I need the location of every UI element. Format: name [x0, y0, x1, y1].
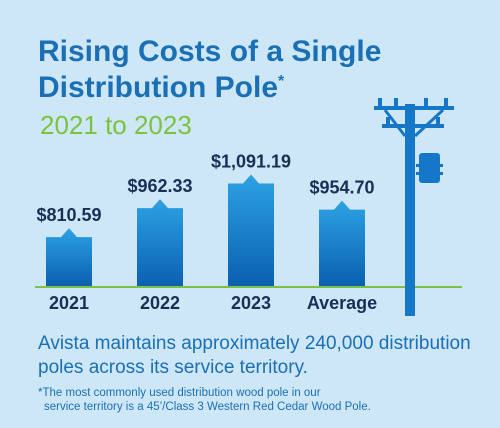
title-asterisk: *: [278, 73, 285, 90]
chart-title: Rising Costs of a Single Distribution Po…: [38, 34, 458, 106]
footnote-line-2: service territory is a 45’/Class 3 Weste…: [44, 401, 371, 413]
bar-2023: [228, 174, 274, 287]
data-label-2023: $1,091.19: [211, 152, 291, 172]
chart-title-text: Rising Costs of a Single Distribution Po…: [38, 35, 382, 104]
bar-chart: $810.59 2021 $962.33 2022 $1,091.19 2023 $954.…: [35, 98, 462, 316]
bar-2021: [46, 228, 92, 287]
data-label-2022: $962.33: [127, 176, 192, 196]
bar-2022: [137, 199, 183, 287]
category-label-2023: 2023: [231, 293, 271, 313]
category-label-2022: 2022: [140, 293, 180, 313]
bar-average: [319, 200, 365, 287]
chart-subtitle: 2021 to 2023: [40, 110, 192, 140]
bar-group: $810.59 2021 $962.33 2022 $1,091.19 2023 $954.…: [36, 152, 377, 313]
category-label-2021: 2021: [49, 293, 89, 313]
category-label-average: Average: [307, 293, 377, 313]
footnote: *The most commonly used distribution woo…: [38, 386, 488, 414]
data-label-average: $954.70: [309, 178, 374, 198]
footnote-line-1: *The most commonly used distribution woo…: [38, 387, 321, 399]
utility-pole-icon: [374, 98, 454, 316]
data-label-2021: $810.59: [36, 205, 101, 225]
body-text: Avista maintains approximately 240,000 d…: [38, 333, 471, 378]
